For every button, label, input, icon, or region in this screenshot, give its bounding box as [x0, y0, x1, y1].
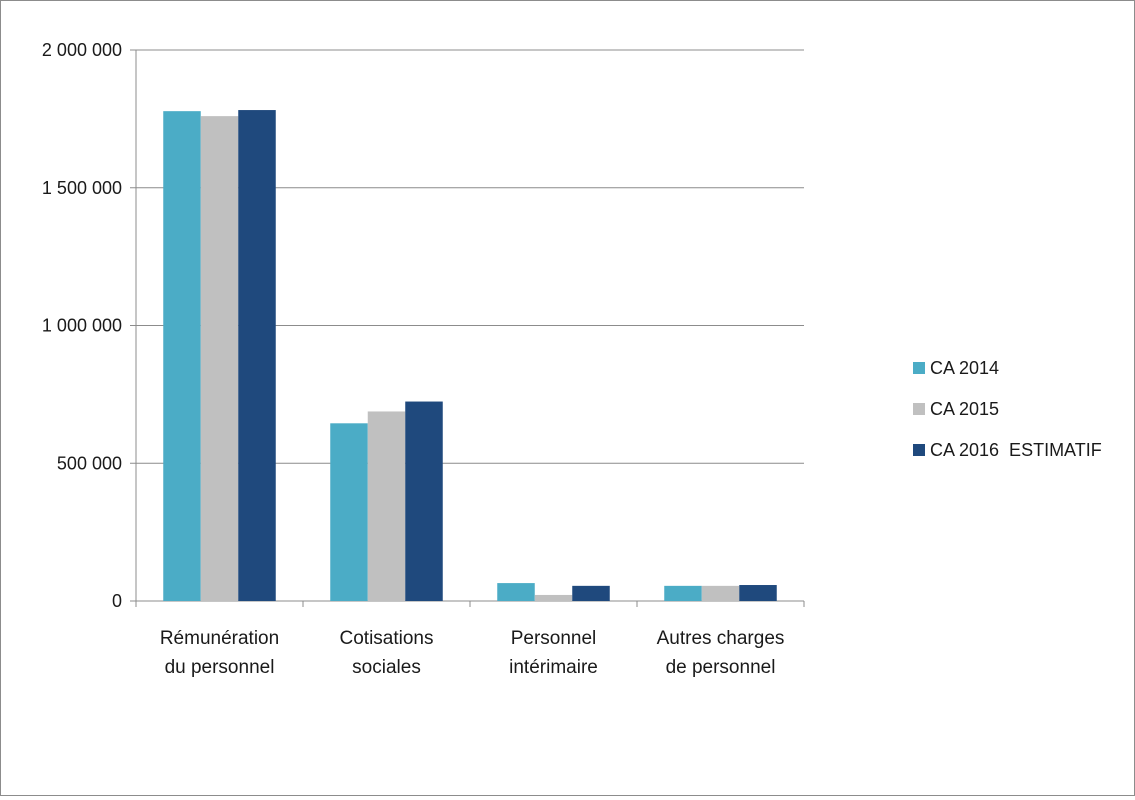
- x-category-label: Rémunération: [160, 628, 279, 649]
- x-category-label: Personnel: [511, 628, 597, 649]
- legend-label-ca-2016-estimatif: CA 2016 ESTIMATIF: [930, 440, 1102, 460]
- bar-ca-2014-personnel: [497, 583, 535, 601]
- bar-ca-2014-autres-charges: [664, 585, 702, 601]
- bar-ca-2015-autres-charges: [701, 585, 740, 601]
- bar-ca-2016-estimatif-personnel: [572, 585, 610, 601]
- x-axis-category-labels: Rémunération du personnel Cotisations socia…: [160, 628, 785, 678]
- x-category-label: intérimaire: [509, 657, 598, 678]
- x-category-label: du personnel: [165, 657, 275, 678]
- bar-ca-2015-personnel: [534, 594, 573, 601]
- legend-label-ca-2015: CA 2015: [930, 399, 999, 419]
- x-category-label: Cotisations: [340, 628, 434, 649]
- bar-ca-2015-cotisations: [367, 411, 406, 601]
- legend-swatch-ca-2014: [913, 362, 925, 374]
- y-tick-label: 0: [112, 591, 122, 611]
- bar-ca-2014-cotisations: [330, 423, 368, 601]
- y-tick-label: 500 000: [57, 453, 122, 473]
- y-tick-label: 1 500 000: [42, 178, 122, 198]
- legend-swatch-ca-2016-estimatif: [913, 444, 925, 456]
- x-category-label: sociales: [352, 657, 421, 678]
- y-tick-label: 2 000 000: [42, 40, 122, 60]
- bar-ca-2014-remuneration: [163, 111, 201, 601]
- bar-ca-2016-estimatif-remuneration: [238, 110, 276, 602]
- bar-ca-2016-estimatif-autres-charges: [739, 585, 777, 601]
- x-category-label: de personnel: [666, 657, 776, 678]
- y-tick-label: 1 000 000: [42, 316, 122, 336]
- bar-ca-2016-estimatif-cotisations: [405, 401, 443, 601]
- x-category-label: Autres charges: [657, 628, 785, 649]
- y-axis-tick-labels: 0 500 000 1 000 000 1 500 000 2 000 000: [42, 40, 122, 611]
- legend-label-ca-2014: CA 2014: [930, 358, 999, 378]
- legend: CA 2014 CA 2015 CA 2016 ESTIMATIF: [913, 358, 1102, 460]
- legend-swatch-ca-2015: [913, 403, 925, 415]
- bar-ca-2015-remuneration: [200, 116, 239, 602]
- bars: [163, 110, 777, 602]
